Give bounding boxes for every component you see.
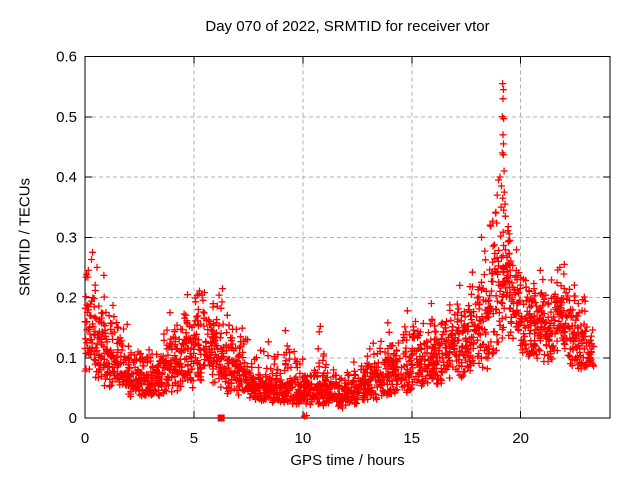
y-axis-label: SRMTID / TECUs [16, 177, 34, 297]
y-tick-label: 0.6 [56, 49, 77, 66]
y-tick-label: 0.5 [56, 109, 77, 126]
flagged-point-square [217, 414, 225, 422]
chart-title: Day 070 of 2022, SRMTID for receiver vto… [205, 18, 490, 35]
x-tick-label: 10 [294, 430, 311, 447]
x-axis-label: GPS time / hours [290, 452, 405, 469]
y-tick-label: 0.4 [56, 169, 77, 186]
x-tick-label: 0 [81, 430, 89, 447]
x-tick-label: 5 [190, 430, 198, 447]
scatter-points [81, 80, 598, 420]
y-tick-label: 0.1 [56, 350, 77, 367]
y-tick-label: 0.2 [56, 290, 77, 307]
x-tick-label: 15 [403, 430, 420, 447]
y-tick-label: 0 [69, 410, 77, 427]
y-tick-label: 0.3 [56, 229, 77, 246]
x-tick-label: 20 [512, 430, 529, 447]
